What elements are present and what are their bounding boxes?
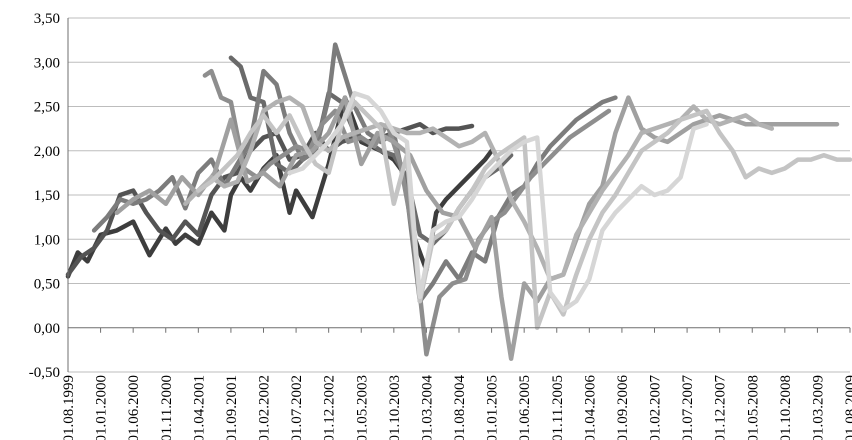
x-tick-label: 01.03.2009 <box>810 375 826 440</box>
x-tick-label: 01.08.1999 <box>61 375 77 440</box>
x-tick-labels: 01.08.1999 01.01.2000 01.06.2000 01.11.2000… <box>61 375 852 440</box>
x-tick-label: 01.11.2000 <box>159 375 175 440</box>
x-tick-label: 01.08.2004 <box>452 375 468 440</box>
x-tick-label: 01.02.2007 <box>648 375 664 440</box>
y-tick-label: 1,00 <box>34 232 60 248</box>
x-tick-label: 01.02.2002 <box>257 375 273 440</box>
x-tick-label: 01.08.2009 <box>843 375 852 440</box>
x-tick-label: 01.11.2005 <box>550 375 566 440</box>
x-tick-label: 01.07.2002 <box>289 375 305 440</box>
x-tick-label: 01.04.2001 <box>191 375 207 440</box>
x-tick-label: 01.01.2005 <box>485 375 501 440</box>
x-tick-label: 01.03.2004 <box>419 375 435 440</box>
y-tick-label: 3,50 <box>34 11 60 27</box>
x-tick-label: 01.06.2000 <box>126 375 142 440</box>
x-tick-label: 01.10.2008 <box>778 375 794 440</box>
y-tick-label: 0,50 <box>34 277 60 293</box>
x-tick-label: 01.06.2005 <box>517 375 533 440</box>
x-tick-label: 01.05.2003 <box>354 375 370 440</box>
series-line-9 <box>287 90 709 313</box>
x-tick-label: 01.09.2001 <box>224 375 240 440</box>
y-tick-label: 3,00 <box>34 55 60 71</box>
x-tick-label: 01.07.2007 <box>680 375 696 440</box>
x-tick-label: 01.09.2006 <box>615 375 631 440</box>
y-tick-label: -0,50 <box>29 365 60 381</box>
x-tick-label: 01.05.2008 <box>745 375 761 440</box>
y-tick-labels: -0,50 0,00 0,50 1,00 1,50 2,00 2,50 3,00 3,50 <box>29 11 60 381</box>
x-tick-label: 01.10.2003 <box>387 375 403 440</box>
x-tick-label: 01.12.2002 <box>322 375 338 440</box>
y-tick-label: 1,50 <box>34 188 60 204</box>
series-line-7 <box>183 95 775 282</box>
x-tick-label: 01.12.2007 <box>713 375 729 440</box>
axes <box>67 18 851 372</box>
y-tick-label: 2,50 <box>34 100 60 116</box>
y-tick-label: 2,00 <box>34 144 60 160</box>
series-line-6 <box>114 95 840 361</box>
y-tick-label: 0,00 <box>34 321 60 337</box>
series-lines <box>65 42 852 361</box>
x-tick-label: 01.01.2000 <box>94 375 110 440</box>
x-tick-label: 01.04.2006 <box>582 375 598 440</box>
gridlines <box>68 17 850 373</box>
series-line-8 <box>196 99 852 331</box>
